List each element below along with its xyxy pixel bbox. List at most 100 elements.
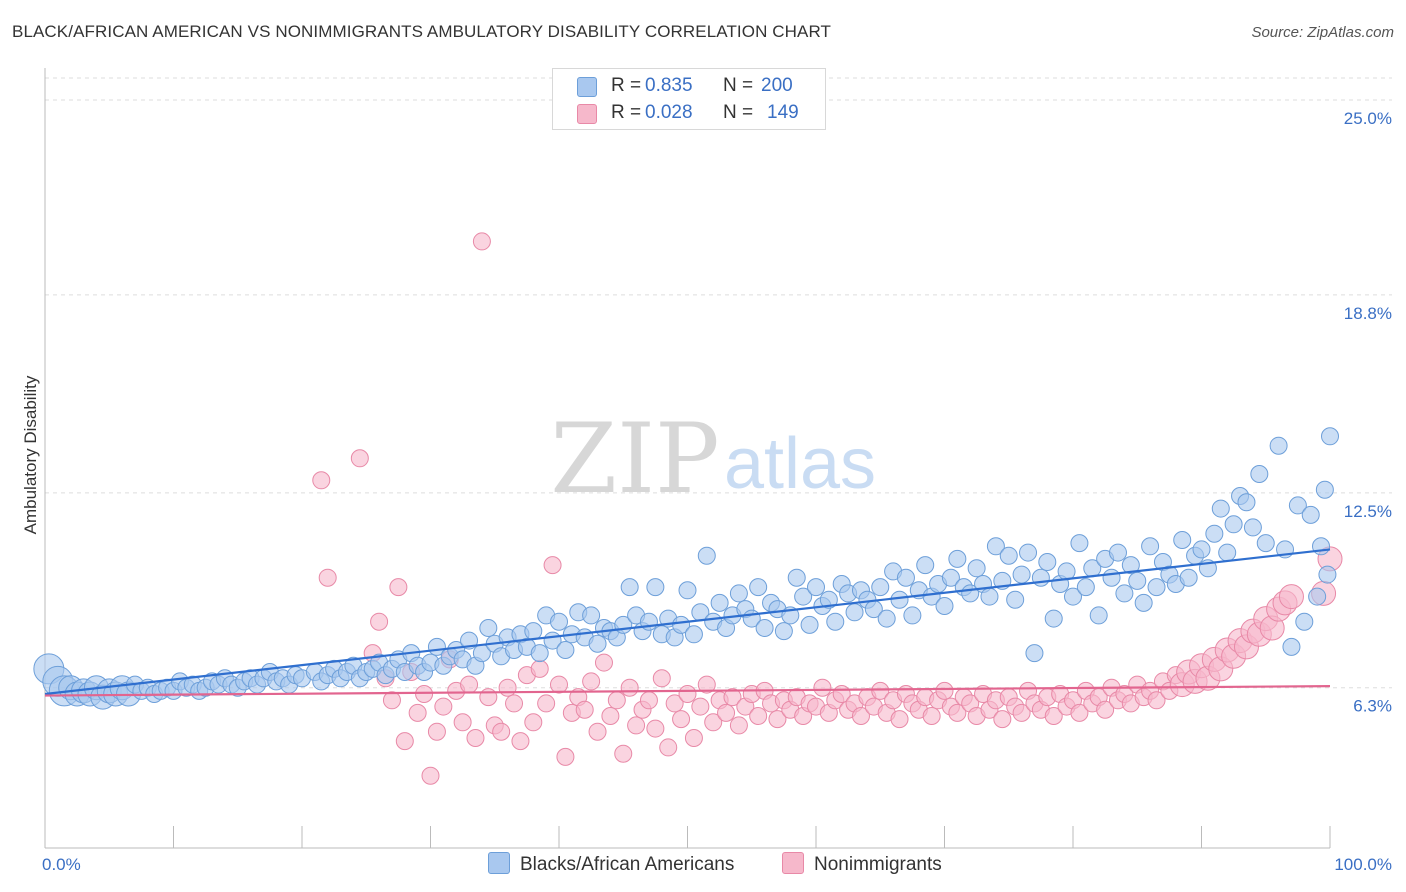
bottom-legend-swatch-pink [782,852,804,874]
point-blacks [1301,505,1320,524]
point-nonimmigrants [505,694,524,713]
tick-labels: 6.3% 12.5% 18.8% 25.0% 0.0% 100.0% [42,109,1392,874]
point-blacks [1205,524,1224,543]
point-blacks [1102,568,1121,587]
point-nonimmigrants [723,688,742,707]
point-blacks [1312,537,1331,556]
point-blacks [710,593,729,612]
point-nonimmigrants [312,471,331,490]
point-blacks [1147,578,1166,597]
watermark-zip: ZIP [550,403,719,515]
point-blacks [980,587,999,606]
point-blacks [819,590,838,609]
point-nonimmigrants [543,556,562,575]
point-nonimmigrants [704,713,723,732]
point-nonimmigrants [492,722,511,741]
point-nonimmigrants [639,691,658,710]
point-nonimmigrants [620,678,639,697]
point-blacks [1237,493,1256,512]
point-blacks [684,625,703,644]
legend-swatch-pink [577,104,597,124]
point-nonimmigrants [871,681,890,700]
point-blacks [1115,584,1134,603]
point-blacks [582,606,601,625]
point-nonimmigrants [530,659,549,678]
legend-r-label: R = [611,75,642,96]
point-nonimmigrants [1096,700,1115,719]
point-blacks [1288,496,1307,515]
point-nonimmigrants [460,675,479,694]
point-blacks [1179,568,1198,587]
point-nonimmigrants [768,710,787,729]
point-nonimmigrants [659,738,678,757]
point-blacks [1121,556,1140,575]
point-blacks [1243,518,1262,537]
point-blacks [1308,587,1327,606]
point-blacks [755,619,774,637]
point-blacks [807,578,825,597]
point-blacks [1269,436,1288,455]
point-nonimmigrants [582,672,601,691]
point-nonimmigrants [1147,691,1166,710]
point-blacks [1250,465,1269,483]
point-blacks [550,612,568,631]
point-blacks [1218,543,1237,562]
y-axis-label: Ambulatory Disability [21,375,40,534]
point-blacks [948,549,967,568]
legend-swatch-blue [577,77,597,97]
point-blacks [1211,499,1230,518]
point-nonimmigrants [556,747,575,766]
y-tick-label: 12.5% [1344,502,1392,521]
point-blacks [1318,565,1337,584]
point-nonimmigrants [948,703,967,722]
point-blacks [986,537,1005,556]
point-nonimmigrants [466,729,485,747]
point-nonimmigrants [672,710,691,729]
point-nonimmigrants [614,744,633,763]
source-label: Source: ZipAtlas.com [1251,24,1394,41]
bottom-legend-nonimmigrants[interactable]: Nonimmigrants [782,852,942,876]
point-blacks [845,603,864,622]
point-nonimmigrants [370,612,389,631]
trendline-nonimmigrants [44,685,1331,697]
point-nonimmigrants [717,703,736,722]
legend-n-label: N = [723,102,754,123]
y-tick-label: 18.8% [1344,304,1392,323]
point-blacks [999,546,1018,565]
point-blacks [530,644,549,663]
point-blacks [896,568,915,587]
point-blacks [1025,644,1044,663]
point-nonimmigrants [678,685,697,703]
point-blacks [1108,543,1127,562]
bottom-legend-swatch-blue [488,852,510,874]
point-blacks [871,578,890,597]
legend-r-value: 0.028 [645,102,693,123]
point-blacks [678,581,697,600]
point-nonimmigrants [652,669,671,688]
point-nonimmigrants [665,694,684,713]
point-blacks [1315,480,1334,499]
trend-layer [44,548,1331,697]
point-nonimmigrants [524,713,543,732]
watermark-atlas: atlas [724,424,876,504]
axis-layer [44,68,1331,849]
point-blacks [588,634,607,653]
point-blacks [672,615,691,634]
point-blacks [903,606,922,625]
point-nonimmigrants [993,710,1012,729]
point-blacks [1282,637,1301,656]
point-blacks [1134,593,1153,612]
point-blacks [1012,565,1031,584]
bottom-legend-blacks[interactable]: Blacks/African Americans [488,852,734,876]
point-blacks [479,619,498,637]
point-nonimmigrants [434,697,453,716]
point-nonimmigrants [935,681,954,700]
point-blacks [787,568,806,587]
point-blacks [967,559,986,578]
point-blacks [1076,578,1095,597]
point-nonimmigrants [427,722,446,741]
point-blacks [890,590,909,609]
trendline-blacks [44,548,1331,696]
point-blacks [1141,537,1160,556]
